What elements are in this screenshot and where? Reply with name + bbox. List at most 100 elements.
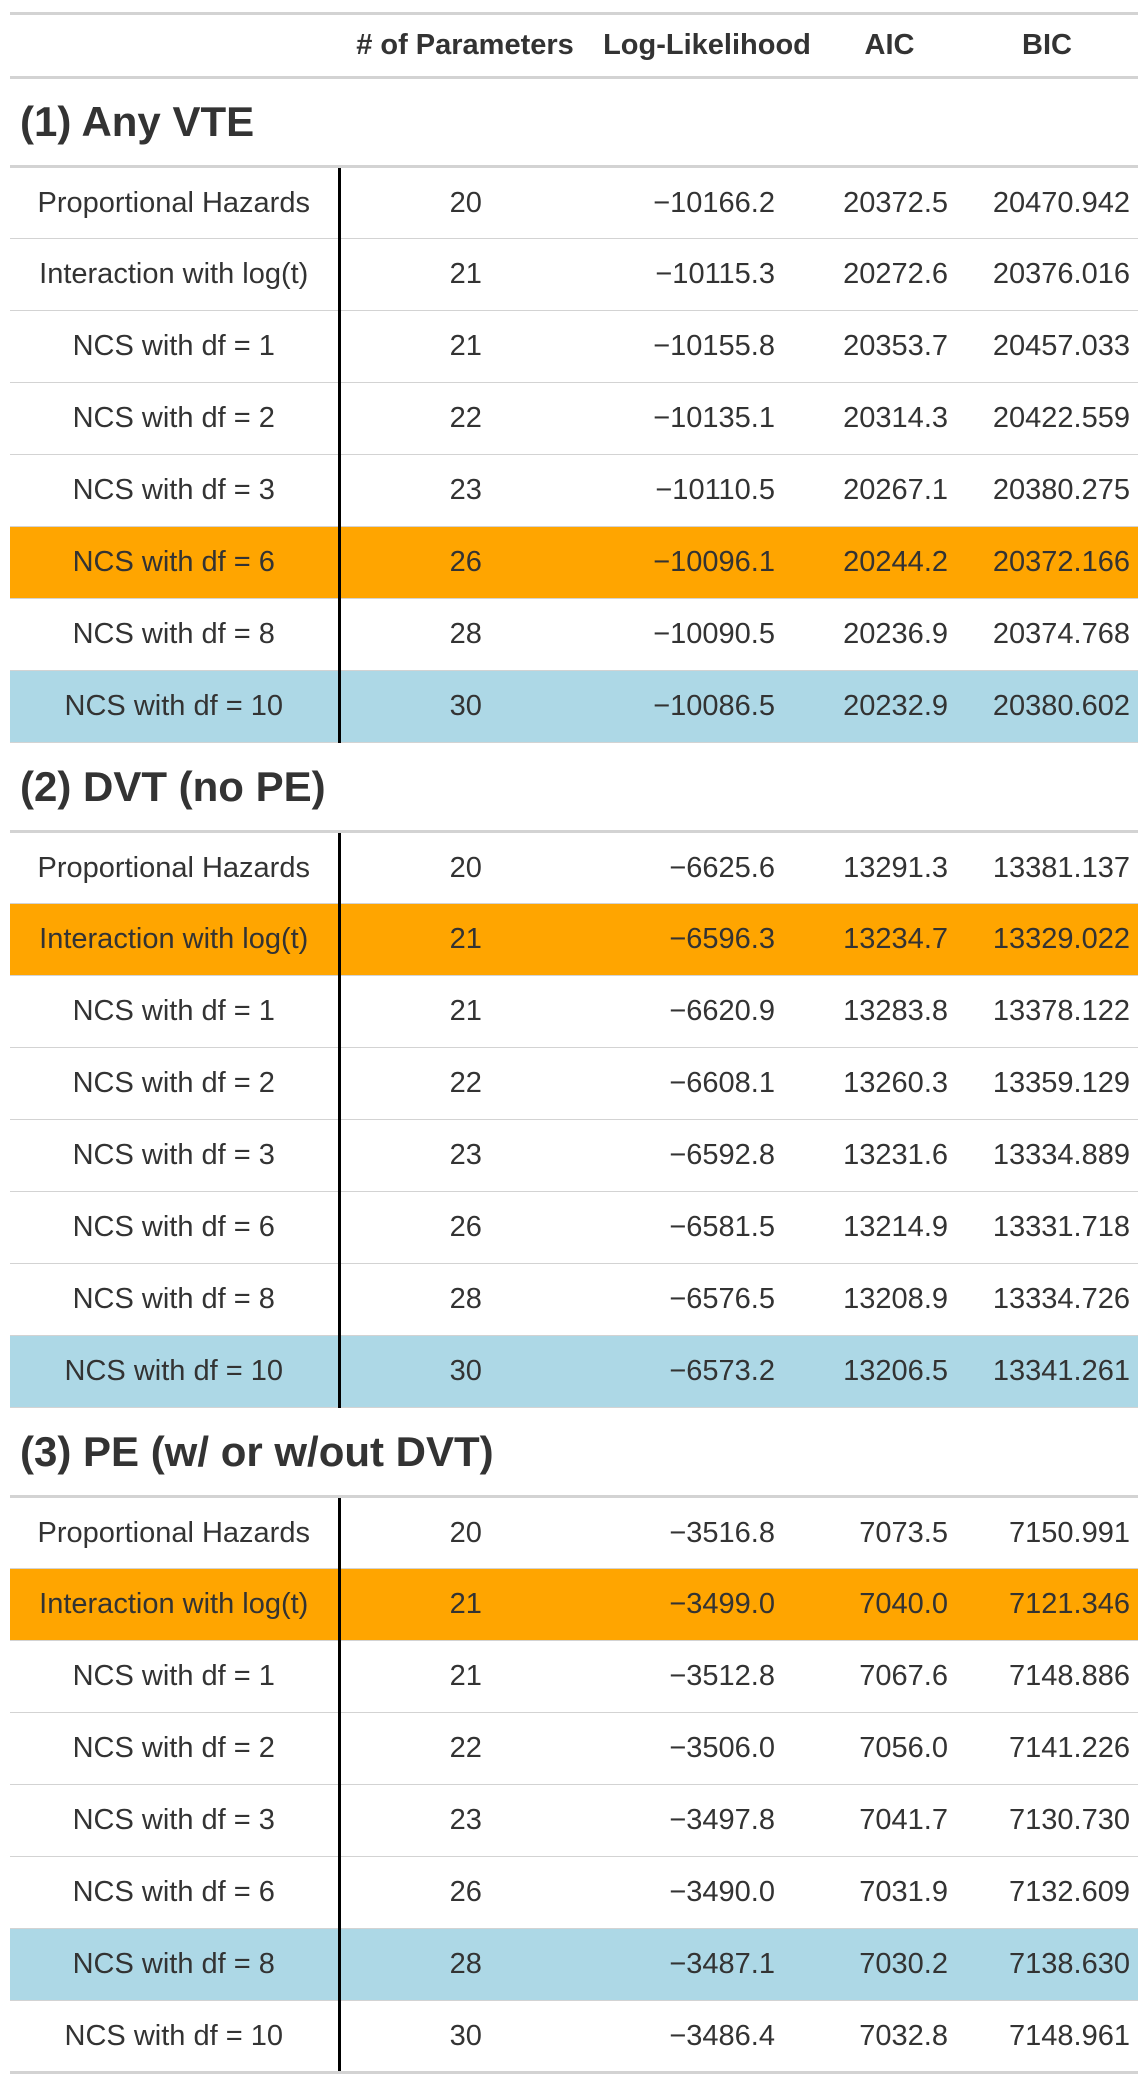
table-body: (1) Any VTE Proportional Hazards 20 −10166.… [10, 77, 1138, 2074]
row-label: NCS with df = 6 [10, 1856, 341, 1929]
row-label: NCS with df = 8 [10, 598, 341, 671]
column-header-bic: BIC [956, 12, 1138, 79]
params-cell: 28 [339, 1928, 591, 2001]
params-cell: 22 [339, 1047, 591, 1120]
bic-cell: 20457.033 [956, 310, 1138, 383]
group-heading-row: (3) PE (w/ or w/out DVT) [10, 1407, 1138, 1498]
bic-cell: 20376.016 [956, 238, 1138, 311]
table-row: NCS with df = 10 30 −3486.4 7032.8 7148.961 [10, 2000, 1138, 2074]
aic-cell: 20236.9 [823, 598, 956, 671]
loglik-cell: −3506.0 [591, 1712, 823, 1785]
table-row: NCS with df = 2 22 −10135.1 20314.3 20422.55… [10, 382, 1138, 455]
params-cell: 23 [339, 1784, 591, 1857]
aic-cell: 7041.7 [823, 1784, 956, 1857]
params-cell: 26 [339, 1856, 591, 1929]
bic-cell: 20422.559 [956, 382, 1138, 455]
params-cell: 28 [339, 598, 591, 671]
params-cell: 22 [339, 382, 591, 455]
loglik-cell: −6596.3 [591, 903, 823, 976]
aic-cell: 7056.0 [823, 1712, 956, 1785]
table-row: NCS with df = 10 30 −6573.2 13206.5 13341.26… [10, 1335, 1138, 1408]
row-label: NCS with df = 8 [10, 1928, 341, 2001]
loglik-cell: −10135.1 [591, 382, 823, 455]
params-cell: 22 [339, 1712, 591, 1785]
aic-cell: 13208.9 [823, 1263, 956, 1336]
aic-cell: 7030.2 [823, 1928, 956, 2001]
row-label: NCS with df = 1 [10, 310, 341, 383]
table-row: NCS with df = 8 28 −3487.1 7030.2 7138.630 [10, 1928, 1138, 2001]
aic-cell: 20244.2 [823, 526, 956, 599]
column-header-params: # of Parameters [339, 12, 591, 79]
bic-cell: 7148.961 [956, 2000, 1138, 2074]
loglik-cell: −6620.9 [591, 975, 823, 1048]
table-row: Proportional Hazards 20 −3516.8 7073.5 7150.… [10, 1496, 1138, 1569]
params-cell: 26 [339, 1191, 591, 1264]
params-cell: 30 [339, 670, 591, 743]
params-cell: 20 [339, 1496, 591, 1569]
header-row: # of Parameters Log-Likelihood AIC BIC [10, 12, 1138, 79]
table-row: NCS with df = 3 23 −6592.8 13231.6 13334.889 [10, 1119, 1138, 1192]
group-title: (2) DVT (no PE) [10, 742, 1138, 833]
column-header-loglik: Log-Likelihood [591, 12, 823, 79]
bic-cell: 13381.137 [956, 831, 1138, 904]
bic-cell: 20470.942 [956, 166, 1138, 239]
table-row: Proportional Hazards 20 −10166.2 20372.5 204… [10, 166, 1138, 239]
table-row: NCS with df = 8 28 −10090.5 20236.9 20374.76… [10, 598, 1138, 671]
params-cell: 21 [339, 238, 591, 311]
model-comparison-table: # of Parameters Log-Likelihood AIC BIC (… [10, 12, 1138, 2074]
aic-cell: 20314.3 [823, 382, 956, 455]
bic-cell: 13359.129 [956, 1047, 1138, 1120]
table-row: Interaction with log(t) 21 −6596.3 13234.7 1… [10, 903, 1138, 976]
bic-cell: 13334.726 [956, 1263, 1138, 1336]
loglik-cell: −10166.2 [591, 166, 823, 239]
loglik-cell: −6608.1 [591, 1047, 823, 1120]
loglik-cell: −3487.1 [591, 1928, 823, 2001]
bic-cell: 7148.886 [956, 1640, 1138, 1713]
row-label: NCS with df = 2 [10, 1047, 341, 1120]
aic-cell: 20272.6 [823, 238, 956, 311]
aic-cell: 13260.3 [823, 1047, 956, 1120]
params-cell: 26 [339, 526, 591, 599]
row-label: Interaction with log(t) [10, 238, 341, 311]
loglik-cell: −3499.0 [591, 1568, 823, 1641]
table-row: NCS with df = 1 21 −6620.9 13283.8 13378.122 [10, 975, 1138, 1048]
params-cell: 28 [339, 1263, 591, 1336]
row-label: NCS with df = 3 [10, 454, 341, 527]
loglik-cell: −6581.5 [591, 1191, 823, 1264]
table-row: NCS with df = 3 23 −10110.5 20267.1 20380.27… [10, 454, 1138, 527]
table-row: NCS with df = 6 26 −6581.5 13214.9 13331.718 [10, 1191, 1138, 1264]
loglik-cell: −6576.5 [591, 1263, 823, 1336]
aic-cell: 13206.5 [823, 1335, 956, 1408]
bic-cell: 7150.991 [956, 1496, 1138, 1569]
column-header-model [10, 12, 339, 79]
group-heading-row: (2) DVT (no PE) [10, 742, 1138, 833]
table-row: NCS with df = 1 21 −10155.8 20353.7 20457.03… [10, 310, 1138, 383]
column-header-aic: AIC [823, 12, 956, 79]
params-cell: 23 [339, 454, 591, 527]
loglik-cell: −10086.5 [591, 670, 823, 743]
bic-cell: 13341.261 [956, 1335, 1138, 1408]
row-label: Proportional Hazards [10, 166, 341, 239]
table-header: # of Parameters Log-Likelihood AIC BIC [10, 12, 1138, 79]
row-label: NCS with df = 10 [10, 1335, 341, 1408]
params-cell: 21 [339, 975, 591, 1048]
table-row: Interaction with log(t) 21 −10115.3 20272.6… [10, 238, 1138, 311]
aic-cell: 13234.7 [823, 903, 956, 976]
row-label: NCS with df = 1 [10, 1640, 341, 1713]
row-label: NCS with df = 6 [10, 1191, 341, 1264]
params-cell: 21 [339, 310, 591, 383]
loglik-cell: −6592.8 [591, 1119, 823, 1192]
loglik-cell: −3486.4 [591, 2000, 823, 2074]
group-title: (3) PE (w/ or w/out DVT) [10, 1407, 1138, 1498]
aic-cell: 13291.3 [823, 831, 956, 904]
table-row: NCS with df = 3 23 −3497.8 7041.7 7130.730 [10, 1784, 1138, 1857]
params-cell: 21 [339, 903, 591, 976]
bic-cell: 13331.718 [956, 1191, 1138, 1264]
loglik-cell: −3516.8 [591, 1496, 823, 1569]
loglik-cell: −10090.5 [591, 598, 823, 671]
aic-cell: 7067.6 [823, 1640, 956, 1713]
table-row: Proportional Hazards 20 −6625.6 13291.3 1338… [10, 831, 1138, 904]
bic-cell: 13334.889 [956, 1119, 1138, 1192]
bic-cell: 7121.346 [956, 1568, 1138, 1641]
